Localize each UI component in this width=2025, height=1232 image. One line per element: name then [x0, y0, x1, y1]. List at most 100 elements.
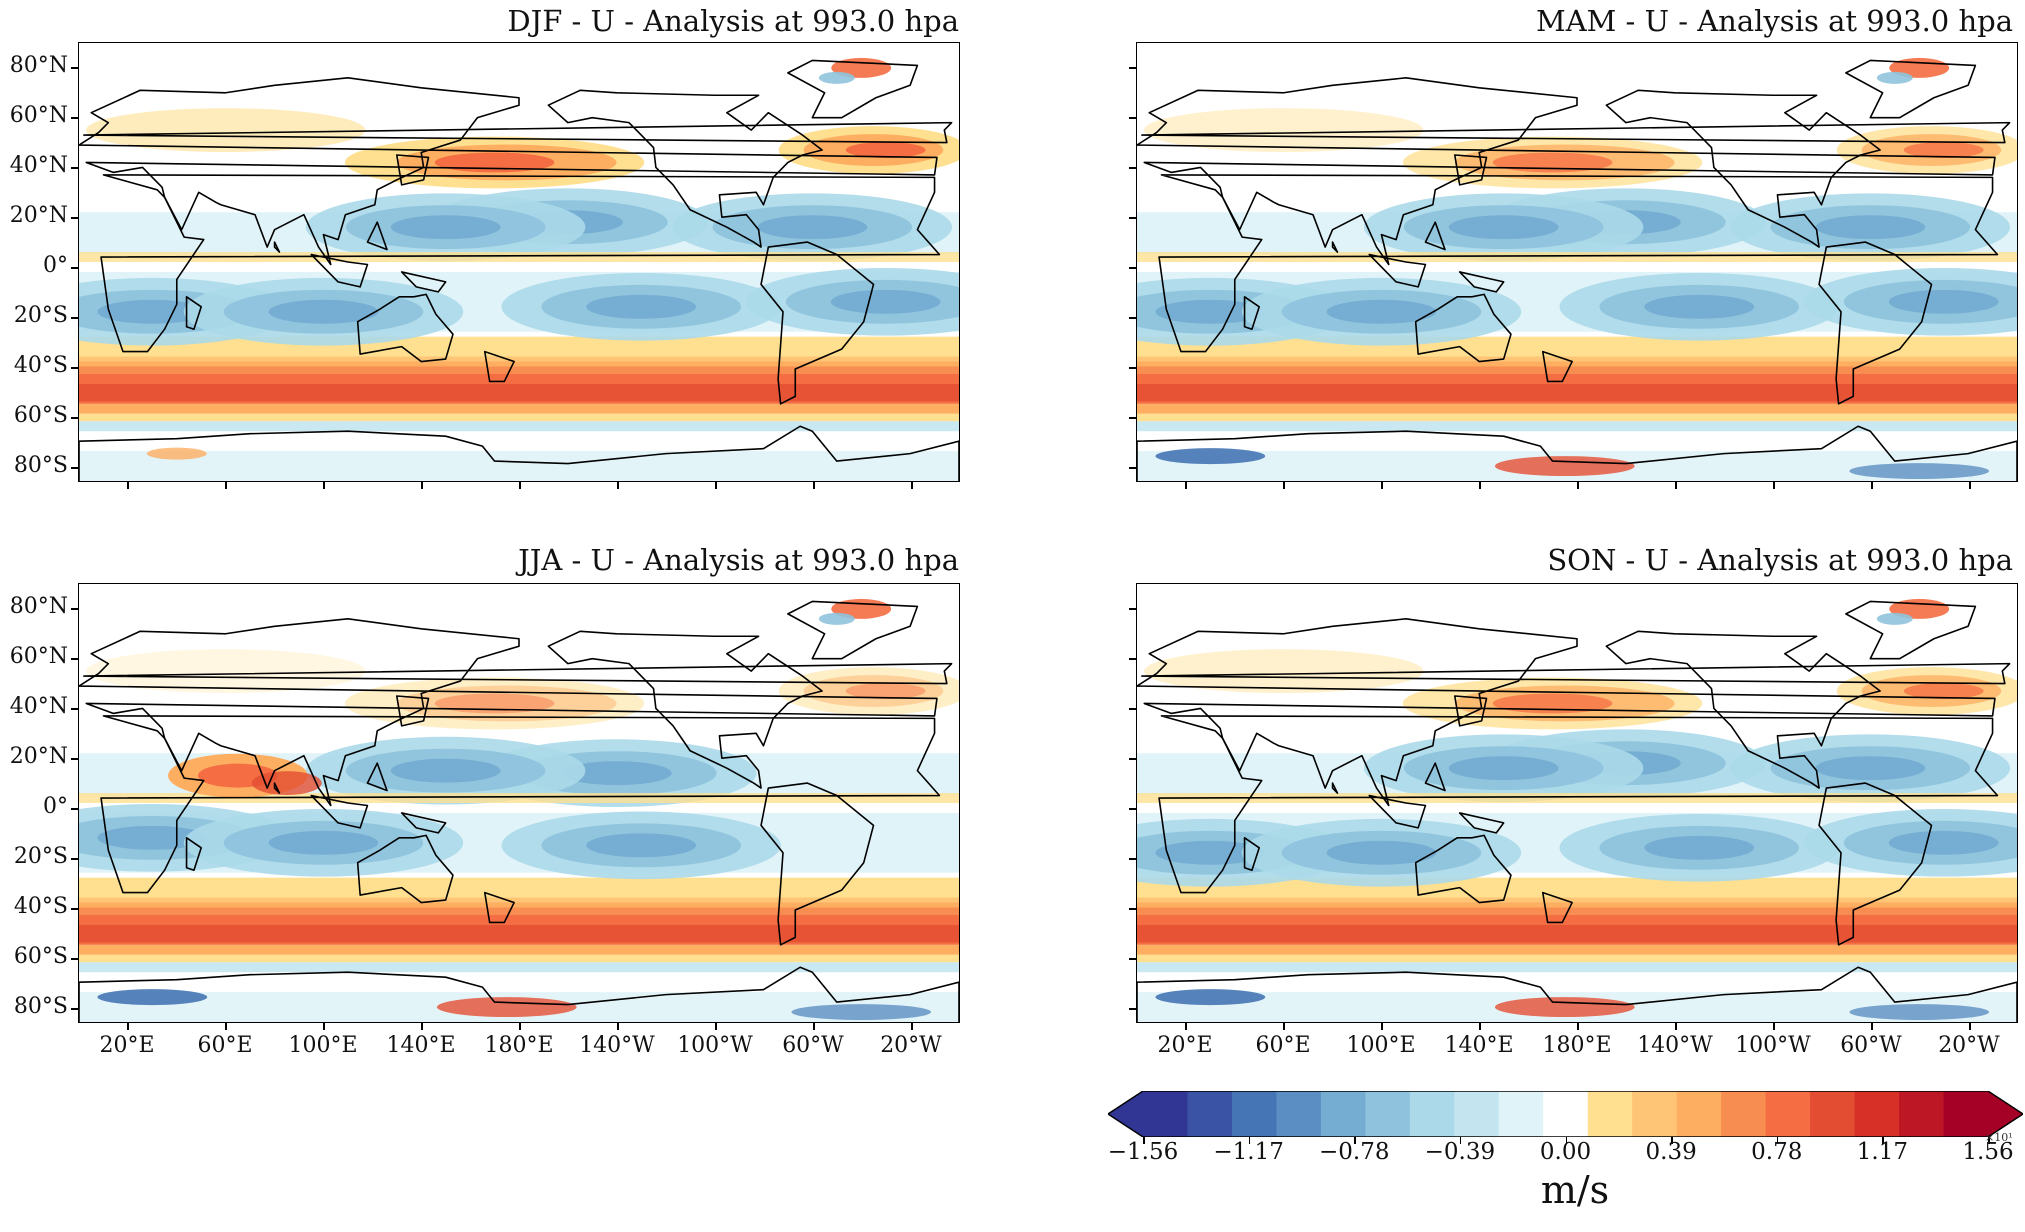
lon-label: 60°W	[782, 1033, 844, 1058]
lat-tick	[1129, 67, 1136, 69]
panel-title-jja: JJA - U - Analysis at 993.0 hpa	[518, 543, 959, 577]
colorbar-segment	[1721, 1091, 1767, 1137]
colorbar-tick	[1565, 1137, 1567, 1144]
colorbar-segment	[1498, 1091, 1544, 1137]
lon-tick	[715, 482, 717, 489]
map-panel-djf	[78, 42, 960, 482]
colorbar-tick-label: 0.78	[1751, 1139, 1803, 1165]
lon-tick	[421, 482, 423, 489]
lat-label: 60°S	[13, 944, 68, 969]
lat-tick	[71, 608, 78, 610]
lon-tick	[617, 482, 619, 489]
colorbar-segment	[1854, 1091, 1900, 1137]
colorbar-segment	[1365, 1091, 1411, 1137]
lat-label: 0°	[43, 794, 68, 819]
lat-tick	[71, 217, 78, 219]
lon-tick	[1577, 1023, 1579, 1030]
lon-label: 100°E	[288, 1033, 358, 1058]
lon-tick	[1969, 1023, 1971, 1030]
colorbar	[1108, 1091, 2023, 1137]
colorbar-segment	[1543, 1091, 1589, 1137]
lon-label: 20°E	[1157, 1033, 1213, 1058]
lat-label: 80°S	[13, 453, 68, 478]
colorbar-tick	[1143, 1137, 1145, 1144]
lon-label: 100°E	[1346, 1033, 1416, 1058]
lon-tick	[1969, 482, 1971, 489]
lon-label: 20°E	[99, 1033, 155, 1058]
colorbar-tick-label: 1.17	[1856, 1139, 1908, 1165]
lon-tick	[617, 1023, 619, 1030]
lat-tick	[1129, 708, 1136, 710]
colorbar-segment	[1231, 1091, 1278, 1137]
lon-label: 100°W	[1735, 1033, 1811, 1058]
lat-label: 80°N	[9, 53, 68, 78]
lon-tick	[323, 482, 325, 489]
panel-title-son: SON - U - Analysis at 993.0 hpa	[1547, 543, 2013, 577]
colorbar-segment	[1810, 1091, 1856, 1137]
lat-tick	[71, 708, 78, 710]
lat-tick	[1129, 167, 1136, 169]
colorbar-tick-label: 0.00	[1539, 1139, 1592, 1165]
colorbar-tick	[1354, 1137, 1356, 1144]
lon-tick	[1381, 482, 1383, 489]
lat-tick	[1129, 117, 1136, 119]
colorbar-offset-text: ×10¹	[1985, 1131, 2013, 1144]
wind-field-jja	[79, 584, 959, 1022]
lat-tick	[71, 267, 78, 269]
lat-tick	[71, 117, 78, 119]
lat-label: 20°S	[13, 844, 68, 869]
lat-label: 60°N	[9, 644, 68, 669]
lon-label: 140°E	[1444, 1033, 1514, 1058]
lat-tick	[1129, 758, 1136, 760]
lon-tick	[225, 482, 227, 489]
colorbar-segment	[1899, 1091, 1945, 1137]
lat-tick	[71, 808, 78, 810]
lat-tick	[1129, 417, 1136, 419]
lat-tick	[71, 658, 78, 660]
map-panel-mam	[1136, 42, 2018, 482]
map-panel-son	[1136, 583, 2018, 1023]
lat-tick	[1129, 267, 1136, 269]
colorbar-tick-label: −1.17	[1213, 1139, 1284, 1165]
lon-tick	[127, 1023, 129, 1030]
colorbar-tick-label: −1.56	[1107, 1139, 1179, 1165]
lat-label: 80°N	[9, 594, 68, 619]
lon-label: 60°W	[1840, 1033, 1902, 1058]
lon-tick	[1185, 482, 1187, 489]
wind-field-son	[1137, 584, 2017, 1022]
lat-tick	[1129, 367, 1136, 369]
lat-label: 0°	[43, 253, 68, 278]
colorbar-segment	[1276, 1091, 1322, 1137]
lat-tick	[1129, 467, 1136, 469]
lon-tick	[1871, 1023, 1873, 1030]
colorbar-tick-label: 1.56	[1962, 1139, 2014, 1165]
lat-label: 20°N	[9, 744, 68, 769]
wind-field-djf	[79, 43, 959, 481]
colorbar-tick	[1248, 1137, 1251, 1144]
lat-tick	[1129, 317, 1136, 319]
lat-label: 40°S	[13, 353, 68, 378]
colorbar-tick-label: 0.39	[1645, 1139, 1697, 1165]
lon-tick	[1675, 482, 1677, 489]
lon-tick	[1871, 482, 1873, 489]
lon-tick	[519, 482, 521, 489]
lon-tick	[127, 482, 129, 489]
map-panel-jja	[78, 583, 960, 1023]
lon-tick	[225, 1023, 227, 1030]
lon-tick	[1381, 1023, 1383, 1030]
colorbar-segment	[1143, 1091, 1189, 1137]
lat-label: 40°N	[9, 694, 68, 719]
lon-tick	[519, 1023, 521, 1030]
colorbar-segment	[1765, 1091, 1811, 1137]
lat-tick	[71, 67, 78, 69]
lon-tick	[1675, 1023, 1677, 1030]
colorbar-segment	[1676, 1091, 1722, 1137]
colorbar-segment	[1187, 1091, 1233, 1137]
lat-tick	[71, 467, 78, 469]
lon-tick	[1283, 482, 1285, 489]
lon-label: 20°W	[1938, 1033, 2000, 1058]
colorbar-segment	[1587, 1091, 1633, 1137]
lon-label: 180°E	[484, 1033, 554, 1058]
lat-tick	[1129, 808, 1136, 810]
lat-tick	[1129, 1008, 1136, 1010]
